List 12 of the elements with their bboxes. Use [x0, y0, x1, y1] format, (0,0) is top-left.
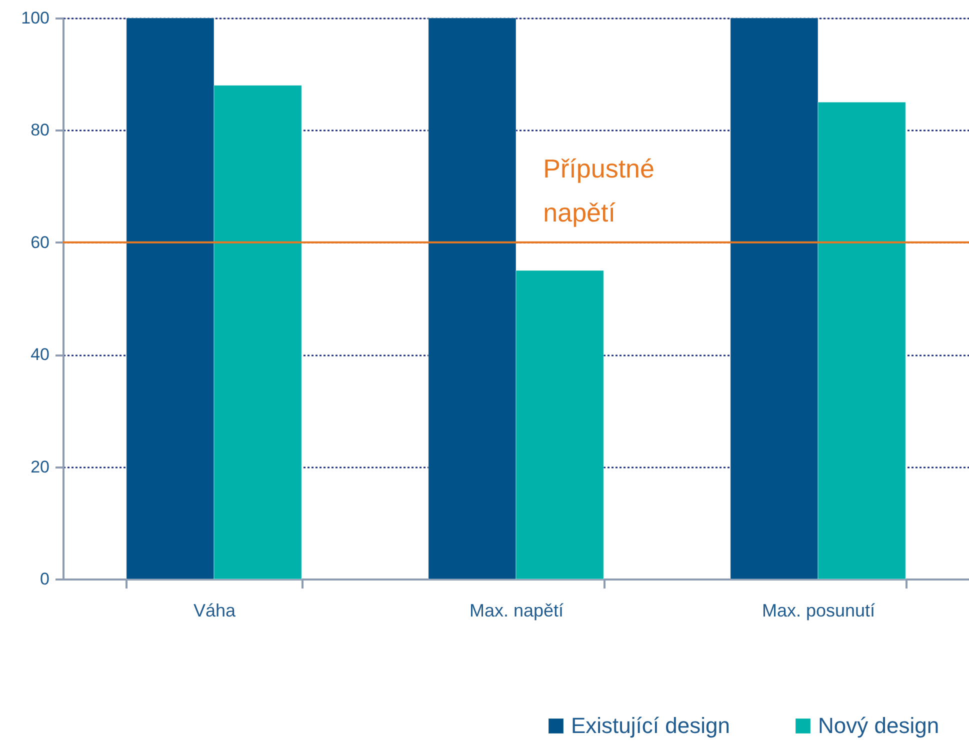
ref-line-label: Přípustné napětí [543, 153, 654, 228]
y-tick-label: 0 [40, 570, 50, 588]
x-tick-label: Max. napětí [469, 600, 564, 620]
legend-label: Existující design [571, 713, 730, 738]
legend-label: Nový design [818, 713, 940, 738]
y-tick-label: 60 [30, 232, 50, 252]
y-tick-label: 100 [21, 8, 50, 28]
x-tick-label: Max. posunutí [762, 600, 876, 620]
y-tick-label: 80 [30, 120, 50, 140]
y-tick-label: 40 [30, 345, 50, 364]
x-tick-label: Váha [193, 600, 237, 620]
y-tick-label: 20 [30, 457, 50, 476]
